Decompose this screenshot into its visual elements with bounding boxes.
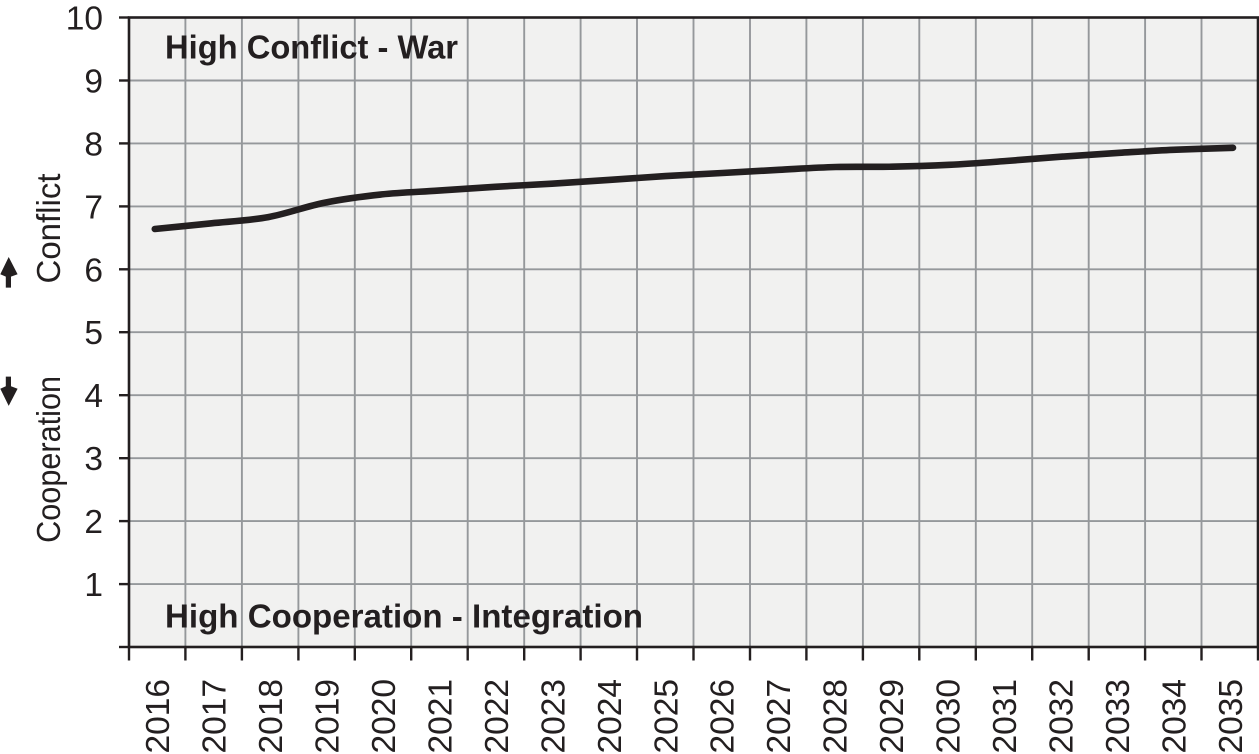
svg-text:6: 6 (84, 252, 103, 289)
svg-text:1: 1 (84, 567, 103, 604)
svg-text:2017: 2017 (197, 679, 234, 754)
svg-text:2025: 2025 (648, 679, 685, 754)
svg-text:8: 8 (84, 126, 103, 163)
svg-text:2033: 2033 (1100, 679, 1137, 754)
svg-text:2030: 2030 (931, 679, 968, 754)
svg-text:9: 9 (84, 63, 103, 100)
svg-text:2018: 2018 (253, 679, 290, 754)
svg-text:2027: 2027 (761, 679, 798, 754)
svg-text:2020: 2020 (366, 679, 403, 754)
svg-text:2024: 2024 (592, 679, 629, 754)
svg-text:4: 4 (84, 378, 103, 415)
svg-text:2022: 2022 (479, 679, 516, 754)
svg-text:2032: 2032 (1043, 679, 1080, 754)
svg-text:2023: 2023 (535, 679, 572, 754)
svg-text:2035: 2035 (1213, 679, 1250, 754)
svg-text:2: 2 (84, 504, 103, 541)
svg-text:2029: 2029 (874, 679, 911, 754)
svg-text:2016: 2016 (140, 679, 177, 754)
svg-text:10: 10 (66, 1, 103, 38)
svg-text:3: 3 (84, 441, 103, 478)
svg-text:High Conflict - War: High Conflict - War (165, 30, 458, 67)
svg-text:Cooperation: Cooperation (31, 376, 68, 543)
svg-text:2028: 2028 (818, 679, 855, 754)
svg-text:2026: 2026 (705, 679, 742, 754)
svg-text:High Cooperation - Integration: High Cooperation - Integration (165, 598, 643, 635)
svg-text:2034: 2034 (1156, 679, 1193, 754)
svg-text:7: 7 (84, 189, 103, 226)
svg-text:Conflict: Conflict (31, 173, 68, 284)
svg-text:5: 5 (84, 315, 103, 352)
svg-text:2021: 2021 (423, 679, 460, 754)
svg-text:2031: 2031 (987, 679, 1024, 754)
svg-text:2019: 2019 (310, 679, 347, 754)
